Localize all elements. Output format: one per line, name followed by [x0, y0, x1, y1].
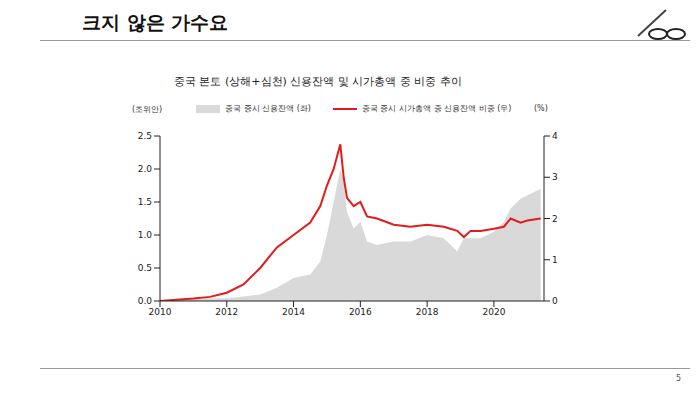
svg-text:2012: 2012	[215, 307, 238, 317]
svg-text:0: 0	[552, 296, 558, 306]
html-text:크지 않은 가수요: 크지 않은 가수요	[82, 11, 229, 33]
svg-text:1.5: 1.5	[138, 197, 152, 207]
svg-text:0.0: 0.0	[138, 296, 153, 306]
html-text:(조위안): (조위안)	[132, 105, 163, 114]
svg-text:2010: 2010	[149, 307, 172, 317]
svg-text:0.5: 0.5	[138, 263, 152, 273]
svg-text:2.0: 2.0	[138, 164, 153, 174]
svg-text:1.0: 1.0	[138, 230, 153, 240]
html-text:5: 5	[676, 374, 682, 383]
svg-text:2014: 2014	[282, 307, 305, 317]
svg-text:2.5: 2.5	[138, 131, 152, 141]
html-text:중국 증시 시가총액 중 신용잔액 비중 (우): 중국 증시 시가총액 중 신용잔액 비중 (우)	[361, 104, 512, 113]
svg-text:2020: 2020	[482, 307, 505, 317]
html-text:중국 증시 신용잔액 (좌): 중국 증시 신용잔액 (좌)	[225, 104, 311, 113]
svg-text:2: 2	[552, 214, 558, 224]
svg-text:2016: 2016	[349, 307, 372, 317]
svg-text:3: 3	[552, 172, 558, 182]
svg-text:2018: 2018	[416, 307, 439, 317]
html-text:중국 본토 (상해+심천) 신용잔액 및 시가총액 중 비중: 중국 본토 (상해+심천) 신용잔액 및 시가총액 중 비중 추이	[174, 75, 462, 88]
svg-text:1: 1	[552, 255, 558, 265]
svg-text:4: 4	[552, 131, 558, 141]
